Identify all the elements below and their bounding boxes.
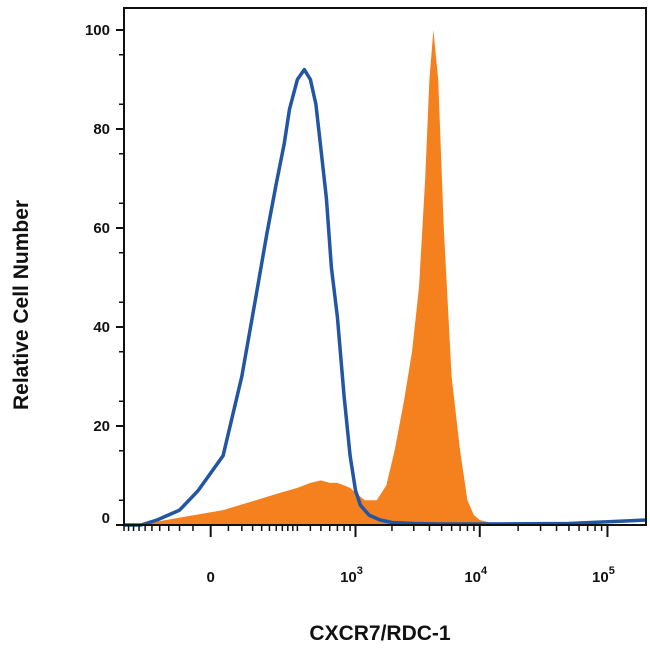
x-tick-label-0: 0 — [207, 569, 215, 586]
y-tick-label-60: 60 — [93, 220, 110, 237]
x-tick-exponent: 4 — [481, 565, 488, 577]
x-tick-label-2: 104 — [464, 565, 488, 586]
x-axis-title: CXCR7/RDC-1 — [309, 622, 451, 645]
y-tick-label-20: 20 — [93, 418, 110, 435]
x-tick-exponent: 3 — [357, 565, 363, 577]
x-tick-exponent: 5 — [609, 565, 615, 577]
y-tick-label-100: 100 — [85, 22, 110, 39]
x-tick-label-1: 103 — [340, 565, 363, 586]
filled-histogram — [124, 30, 646, 525]
x-tick-label-3: 105 — [592, 565, 615, 586]
y-axis-title: Relative Cell Number — [10, 200, 33, 410]
series-layer — [124, 30, 647, 527]
axis-layer: 0 20 40 60 80 100 0 103 104 105 — [85, 22, 615, 586]
outline-histogram — [124, 67, 647, 527]
plot-frame — [123, 7, 647, 526]
y-tick-label-40: 40 — [93, 319, 110, 336]
y-tick-label-80: 80 — [93, 121, 110, 138]
y-tick-label-0: 0 — [102, 510, 110, 527]
